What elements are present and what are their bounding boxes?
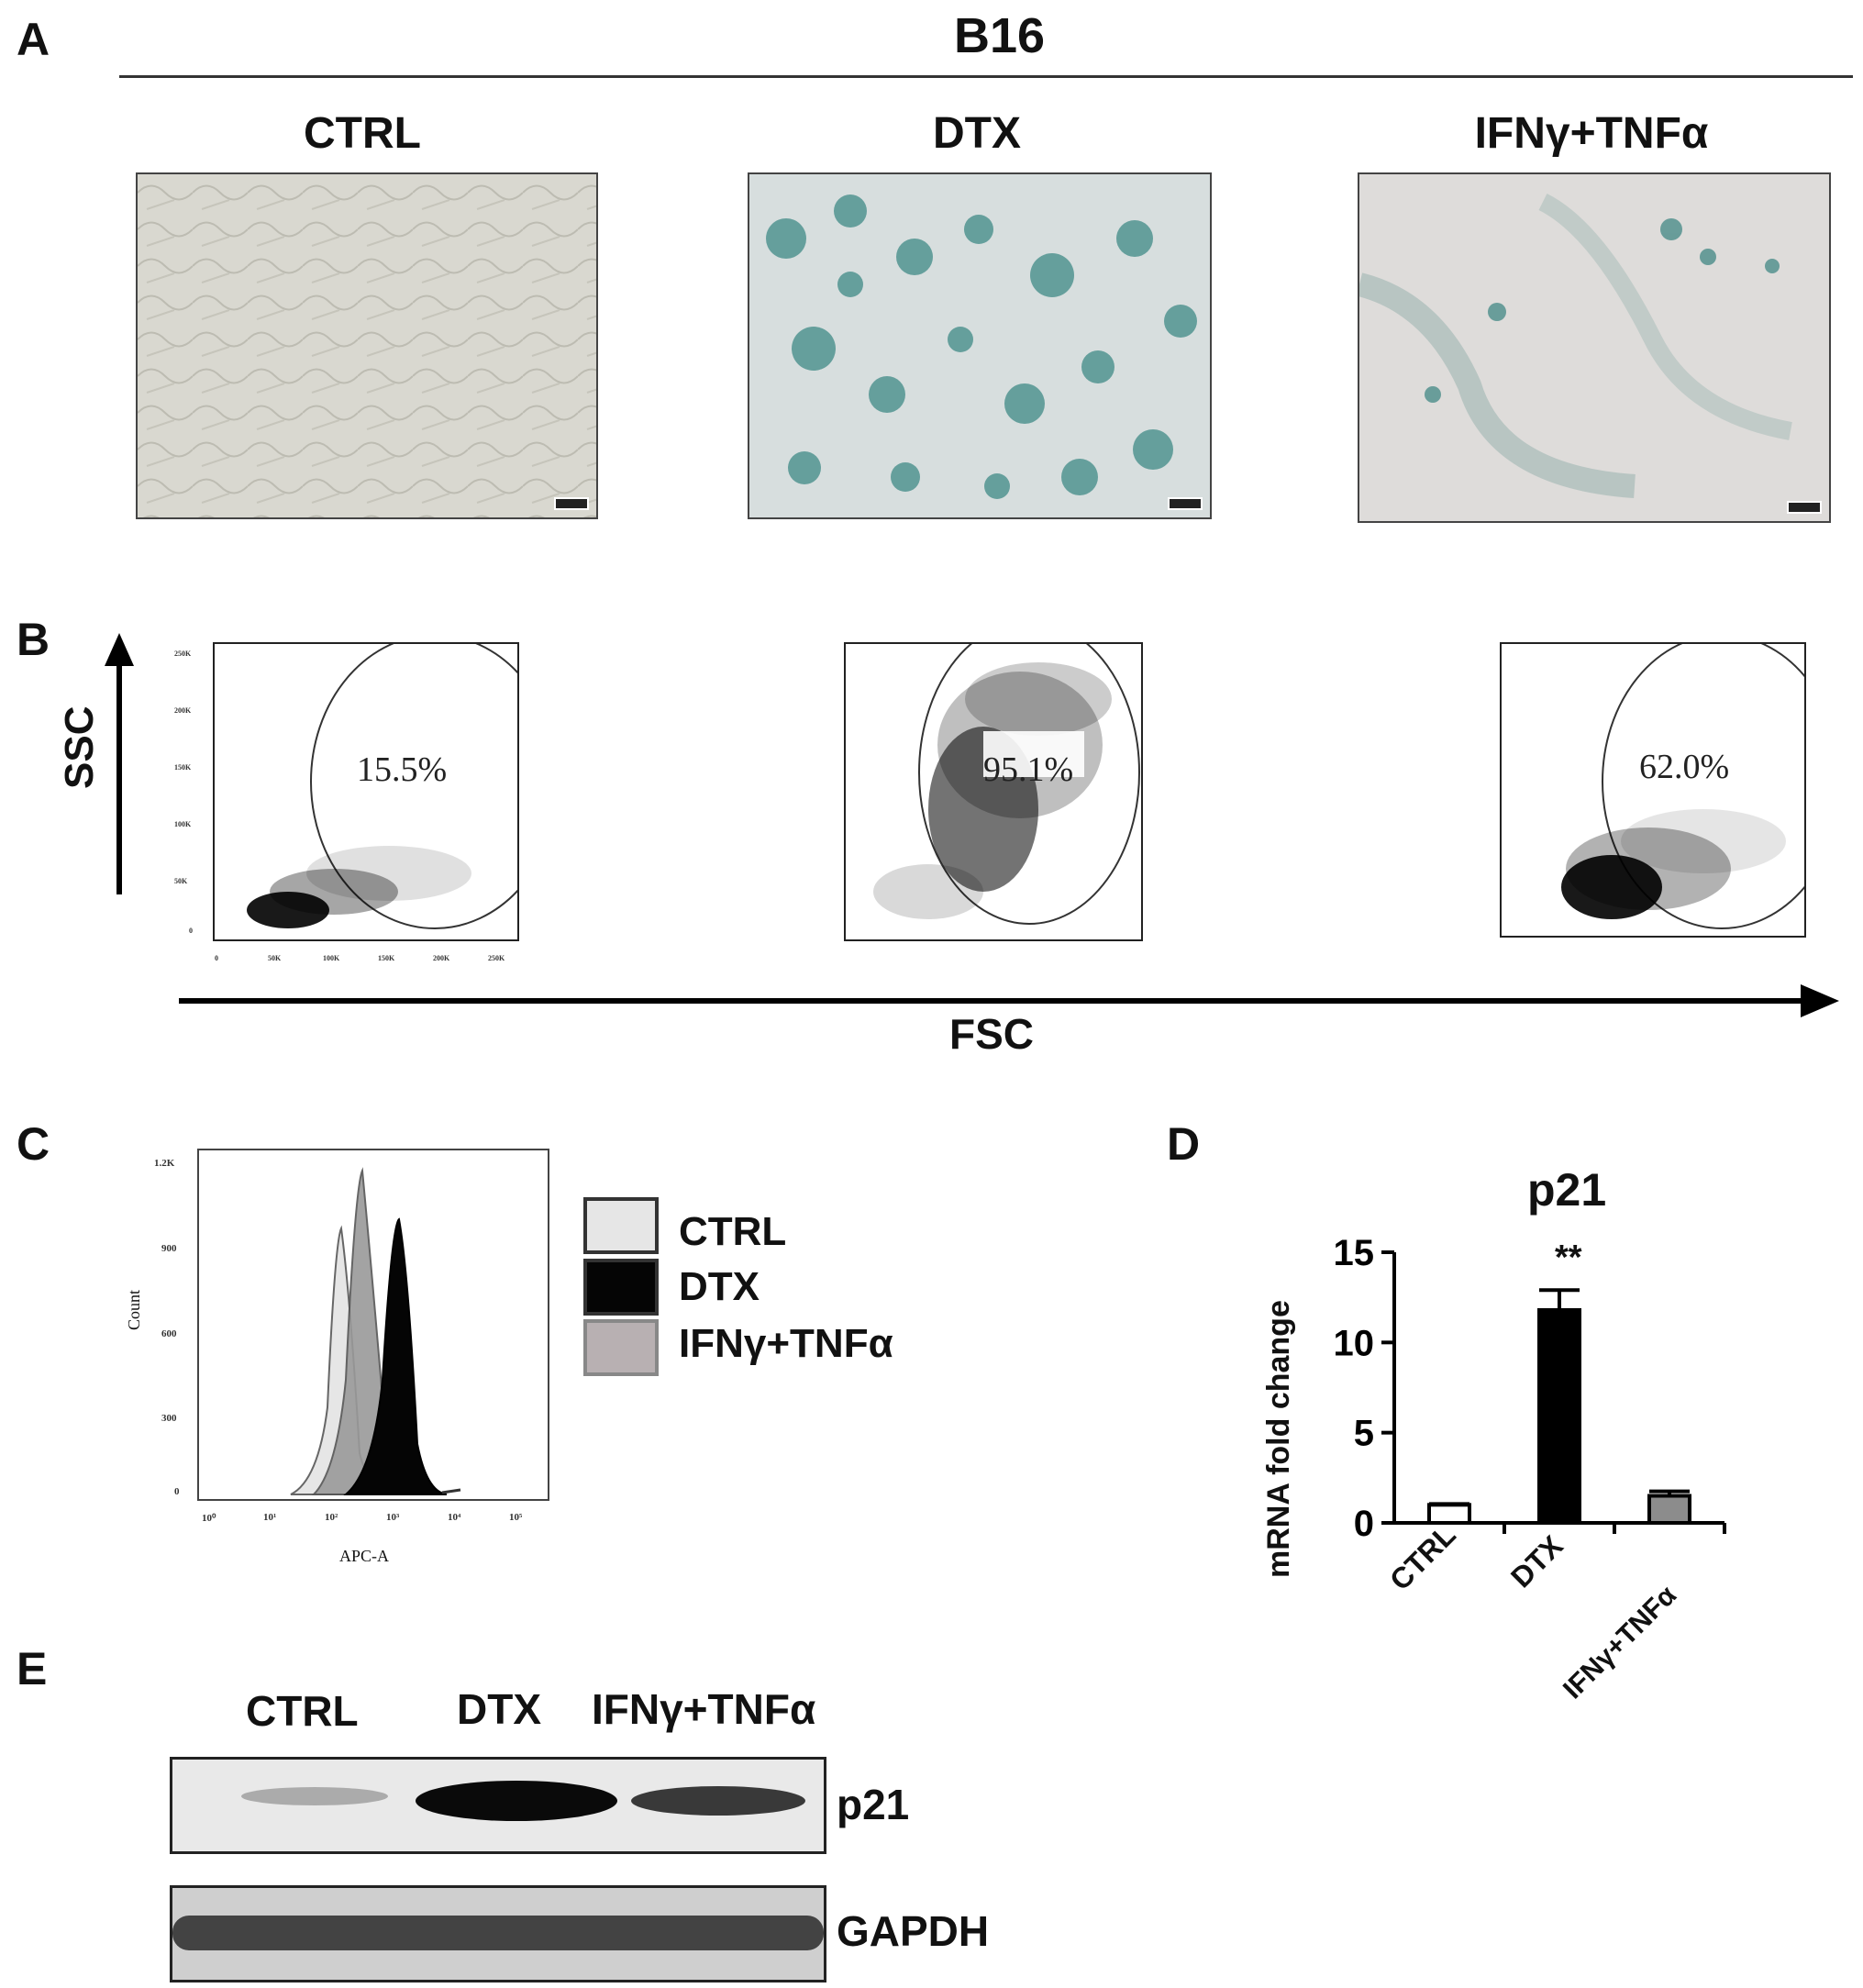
- gapdh-blot: [170, 1885, 826, 1982]
- bar-2: [1647, 1494, 1691, 1525]
- histogram-canvas: [290, 1167, 461, 1495]
- histogram-x-tick: 10³: [386, 1512, 400, 1523]
- micrograph-dtx: [748, 172, 1212, 519]
- flow-plot-dtx-canvas: [873, 644, 1140, 925]
- gate-percentage-ctrl: 15.5%: [357, 750, 448, 789]
- histogram-x-label: APC-A: [339, 1547, 390, 1565]
- flow-y-tick: 150K: [174, 763, 192, 772]
- histogram-y-tick: 600: [161, 1328, 177, 1339]
- gate-percentage-dtx: 95.1%: [983, 750, 1074, 789]
- flow-plot-ctrl: 15.5%: [213, 642, 519, 941]
- flow-x-tick: 100K: [323, 954, 340, 962]
- histogram-x-tick: 10⁵: [509, 1512, 523, 1523]
- histogram-x-tick: 10¹: [263, 1512, 277, 1523]
- gapdh-bands: [172, 1916, 824, 1950]
- y-tick-label: 10: [1334, 1323, 1375, 1363]
- legend-label-dtx: DTX: [679, 1264, 760, 1309]
- panel-label-b: B: [17, 614, 50, 665]
- histogram-x-tick: 10⁴: [448, 1512, 461, 1523]
- flow-x-tick: 50K: [268, 954, 282, 962]
- y-tick-label: 5: [1354, 1414, 1374, 1454]
- micrograph-dtx-texture: [766, 194, 1197, 499]
- panel-label-d: D: [1167, 1118, 1201, 1170]
- flow-x-tick: 200K: [433, 954, 450, 962]
- micrograph-ifn-tnf-texture: [1359, 194, 1792, 498]
- condition-label-ctrl: CTRL: [304, 109, 421, 158]
- scale-bar: [1787, 501, 1822, 514]
- gate-percentage-ifn-tnf: 62.0%: [1639, 748, 1730, 786]
- cell-line-title: B16: [954, 8, 1046, 63]
- flow-plot-ctrl-canvas: [247, 644, 517, 929]
- scale-bar: [1168, 497, 1203, 510]
- scale-bar: [554, 497, 589, 510]
- bar-chart-title: p21: [1527, 1164, 1607, 1216]
- micrograph-ifn-tnf: [1358, 172, 1831, 523]
- histogram-x-tick: 10²: [325, 1512, 338, 1523]
- header-divider: [119, 75, 1853, 78]
- micrograph-ctrl: [136, 172, 598, 519]
- bar-1: [1537, 1307, 1581, 1525]
- panel-label-a: A: [17, 14, 50, 65]
- fsc-arrow: [179, 984, 1839, 1017]
- flow-y-tick: 250K: [174, 650, 192, 658]
- panel-label-e: E: [17, 1643, 48, 1694]
- histogram-plot: [197, 1149, 549, 1501]
- legend-label-ctrl: CTRL: [679, 1209, 787, 1254]
- histogram-y-tick: 0: [174, 1486, 180, 1497]
- fsc-axis-label: FSC: [949, 1010, 1034, 1058]
- histogram-y-tick: 1.2K: [154, 1158, 175, 1169]
- legend-swatch-ifn-tnf: [583, 1319, 659, 1376]
- flow-y-tick: 200K: [174, 706, 192, 715]
- band-label-gapdh: GAPDH: [837, 1907, 990, 1955]
- lane-label-ctrl: CTRL: [246, 1687, 359, 1735]
- band-label-p21: p21: [837, 1781, 910, 1828]
- micrograph-ctrl-texture: [138, 174, 596, 517]
- flow-plot-dtx: 95.1%: [844, 642, 1143, 941]
- legend-swatch-dtx: [583, 1259, 659, 1316]
- p21-bands: [241, 1781, 805, 1821]
- histogram-x-tick: 10⁰: [202, 1513, 216, 1524]
- histogram-y-label: Count: [125, 1289, 143, 1330]
- flow-plot-ifn-tnf: 62.0%: [1500, 642, 1806, 938]
- flow-x-tick: 250K: [488, 954, 505, 962]
- flow-plot-ifn-tnf-canvas: [1561, 644, 1804, 929]
- flow-y-tick: 0: [189, 927, 193, 935]
- lane-label-dtx: DTX: [457, 1685, 541, 1733]
- flow-y-tick: 100K: [174, 820, 192, 828]
- legend-label-ifn-tnf: IFNγ+TNFα: [679, 1321, 893, 1366]
- flow-x-tick: 150K: [378, 954, 395, 962]
- bar-chart: 0 5 10 15: [1334, 1233, 1726, 1544]
- flow-x-tick: 0: [215, 954, 218, 962]
- condition-label-dtx: DTX: [933, 109, 1021, 158]
- histogram-y-tick: 900: [161, 1243, 177, 1254]
- ssc-axis-label: SSC: [57, 705, 102, 789]
- lane-label-ifn-tnf: IFNγ+TNFα: [592, 1685, 816, 1733]
- bar-chart-bars: [1427, 1288, 1691, 1526]
- significance-marker: **: [1555, 1238, 1582, 1277]
- legend-swatch-ctrl: [583, 1197, 659, 1254]
- histogram-y-tick: 300: [161, 1413, 177, 1424]
- ssc-arrow: [105, 633, 134, 894]
- flow-y-tick: 50K: [174, 877, 188, 885]
- p21-blot: [170, 1757, 826, 1854]
- panel-label-c: C: [17, 1118, 50, 1170]
- y-tick-label: 15: [1334, 1233, 1375, 1273]
- condition-label-ifn-tnf: IFNγ+TNFα: [1474, 109, 1709, 158]
- y-tick-label: 0: [1354, 1504, 1374, 1544]
